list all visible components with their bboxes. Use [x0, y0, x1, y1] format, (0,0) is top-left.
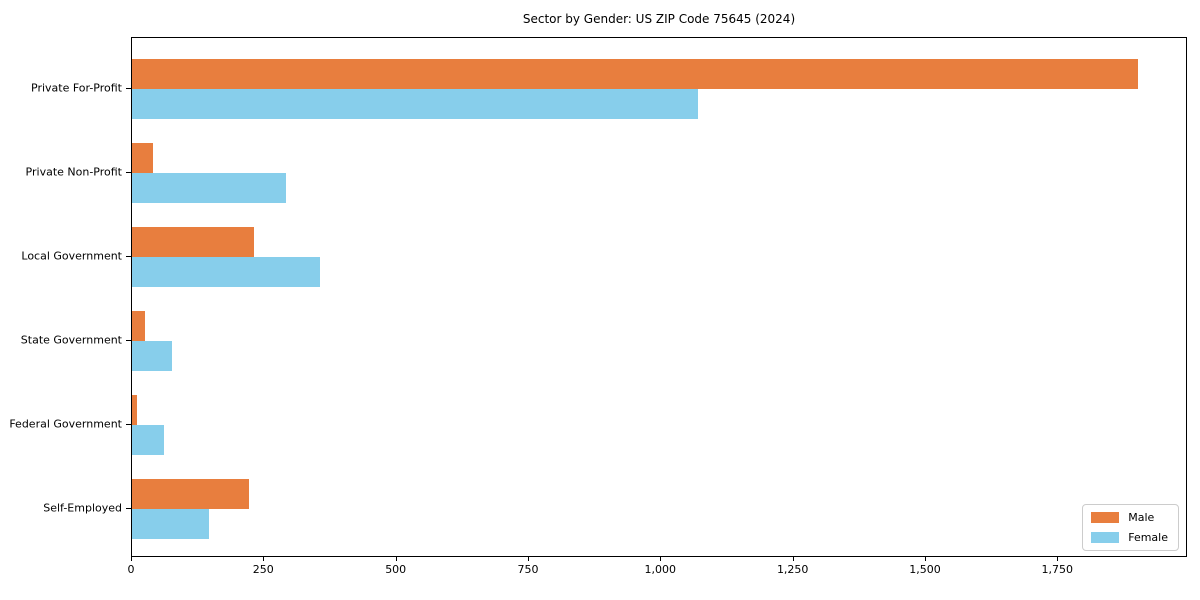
x-tick-label: 500 [385, 563, 407, 576]
category-label: Self-Employed [43, 501, 122, 515]
bar-male-top [132, 479, 249, 509]
y-axis-tick [126, 88, 131, 89]
category-label: Local Government [21, 249, 122, 263]
bar-female-bottom [132, 173, 286, 203]
category-label: State Government [20, 333, 122, 347]
x-tick-label: 1,000 [644, 563, 677, 576]
y-axis-tick [126, 256, 131, 257]
x-axis-tick [660, 557, 662, 561]
y-axis-tick [126, 508, 131, 509]
x-axis-tick [528, 557, 529, 561]
x-axis-tick [263, 557, 265, 561]
y-axis-tick [126, 340, 131, 341]
bar-male-top [132, 227, 254, 257]
x-tick-label: 1,250 [776, 563, 809, 576]
x-axis-tick [792, 557, 794, 561]
legend-swatch-female [1091, 532, 1120, 543]
x-tick-label: 0 [127, 563, 135, 576]
category-label: Private For-Profit [31, 81, 122, 95]
legend-item-female: Female [1091, 531, 1168, 544]
bar-male-top [132, 143, 154, 173]
bar-male-top [132, 311, 146, 341]
bar-female-bottom [132, 341, 172, 371]
legend-label: Female [1128, 531, 1168, 544]
legend-label: Male [1128, 511, 1155, 524]
legend-swatch-male [1091, 512, 1120, 523]
x-tick-label: 750 [517, 563, 539, 576]
category-label: Federal Government [9, 417, 122, 431]
x-axis-tick [1057, 557, 1059, 561]
plot-area: Male Female [131, 37, 1187, 557]
legend-item-male: Male [1091, 511, 1168, 524]
x-tick-label: 1,500 [909, 563, 941, 576]
bar-female-bottom [132, 509, 209, 539]
chart-title: Sector by Gender: US ZIP Code 75645 (202… [522, 12, 796, 26]
bar-female-bottom [132, 89, 699, 119]
bar-male-top [132, 395, 138, 425]
category-label: Private Non-Profit [25, 165, 122, 179]
x-tick-label: 250 [252, 563, 274, 576]
y-axis-tick [126, 172, 131, 173]
legend: Male Female [1082, 504, 1179, 551]
x-axis-tick [395, 557, 397, 561]
x-tick-label: 1,750 [1041, 563, 1074, 576]
bar-female-bottom [132, 257, 320, 287]
y-axis-tick [126, 424, 131, 425]
x-axis-tick [925, 557, 926, 561]
bar-female-bottom [132, 425, 164, 455]
x-axis-tick [131, 557, 132, 561]
bar-male-top [132, 59, 1138, 89]
